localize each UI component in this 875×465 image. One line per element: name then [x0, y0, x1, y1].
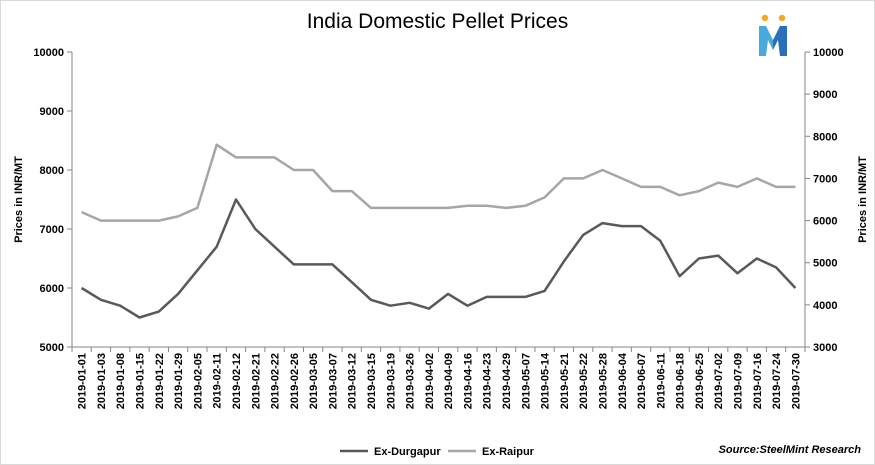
x-tick-label: 2019-03-07 — [327, 353, 339, 409]
x-tick-label: 2019-04-29 — [501, 353, 513, 409]
x-tick-label: 2019-03-26 — [405, 353, 417, 409]
x-tick-label: 2019-06-18 — [675, 353, 687, 409]
x-tick-label: 2019-03-19 — [385, 353, 397, 409]
series-line-ex-durgapur — [80, 198, 797, 319]
y-right-tick-label: 3000 — [813, 342, 837, 354]
y-left-tick-label: 6000 — [40, 283, 64, 295]
x-tick-label: 2019-06-25 — [694, 353, 706, 409]
x-tick-label: 2019-01-22 — [154, 353, 166, 409]
x-tick-label: 2019-04-09 — [443, 353, 455, 409]
x-tick-label: 2019-05-14 — [540, 352, 552, 409]
x-tick-label: 2019-07-30 — [790, 353, 802, 409]
x-tick-label: 2019-02-26 — [289, 353, 301, 409]
y-right-tick-label: 4000 — [813, 300, 837, 312]
x-tick-label: 2019-04-02 — [424, 353, 436, 409]
x-tick-label: 2019-06-04 — [617, 352, 629, 409]
x-tick-label: 2019-05-07 — [520, 353, 532, 409]
y-right-tick-label: 6000 — [813, 216, 837, 228]
x-tick-label: 2019-02-22 — [270, 353, 282, 409]
x-tick-label: 2019-04-23 — [482, 353, 494, 409]
x-tick-label: 2019-07-24 — [771, 352, 783, 409]
y-left-tick-label: 8000 — [40, 165, 64, 177]
x-tick-label: 2019-01-15 — [135, 353, 147, 409]
x-tick-label: 2019-01-29 — [173, 353, 185, 409]
x-tick-label: 2019-04-16 — [462, 353, 474, 409]
x-tick-label: 2019-03-12 — [347, 353, 359, 409]
legend-label-ex-durgapur: Ex-Durgapur — [374, 446, 441, 458]
source-note: Source:SteelMint Research — [718, 444, 861, 456]
y-axis-left-title: Prices in INR/MT — [13, 156, 25, 243]
x-tick-label: 2019-06-07 — [636, 353, 648, 409]
y-axis-right-title: Prices in INR/MT — [857, 156, 869, 243]
y-left-tick-label: 5000 — [40, 342, 64, 354]
series-line-ex-raipur — [81, 143, 796, 222]
x-tick-label: 2019-05-22 — [578, 353, 590, 409]
y-right-tick-label: 8000 — [813, 131, 837, 143]
x-tick-label: 2019-06-11 — [655, 353, 667, 409]
x-tick-label: 2019-02-21 — [250, 353, 262, 409]
x-tick-label: 2019-05-21 — [559, 353, 571, 409]
x-tick-label: 2019-01-01 — [77, 353, 89, 409]
y-left-tick-label: 9000 — [40, 106, 64, 118]
x-tick-label: 2019-07-09 — [732, 353, 744, 409]
x-tick-label: 2019-01-03 — [96, 353, 108, 409]
y-right-tick-label: 9000 — [813, 89, 837, 101]
chart-title: India Domestic Pellet Prices — [306, 10, 569, 33]
legend-label-ex-raipur: Ex-Raipur — [482, 446, 535, 458]
x-tick-label: 2019-07-02 — [713, 353, 725, 409]
y-right-tick-label: 7000 — [813, 173, 837, 185]
y-left-tick-label: 7000 — [40, 224, 64, 236]
x-tick-label: 2019-02-11 — [212, 353, 224, 409]
y-right-tick-label: 10000 — [813, 47, 844, 59]
x-tick-label: 2019-07-16 — [752, 353, 764, 409]
x-tick-label: 2019-01-08 — [115, 353, 127, 409]
x-tick-label: 2019-03-15 — [366, 353, 378, 409]
x-tick-label: 2019-03-05 — [308, 353, 320, 409]
x-tick-label: 2019-02-12 — [231, 353, 243, 409]
y-left-tick-label: 10000 — [33, 47, 64, 59]
y-right-tick-label: 5000 — [813, 258, 837, 270]
x-tick-label: 2019-05-28 — [597, 353, 609, 409]
x-tick-label: 2019-02-05 — [192, 353, 204, 409]
steelmint-logo-icon — [759, 14, 787, 56]
